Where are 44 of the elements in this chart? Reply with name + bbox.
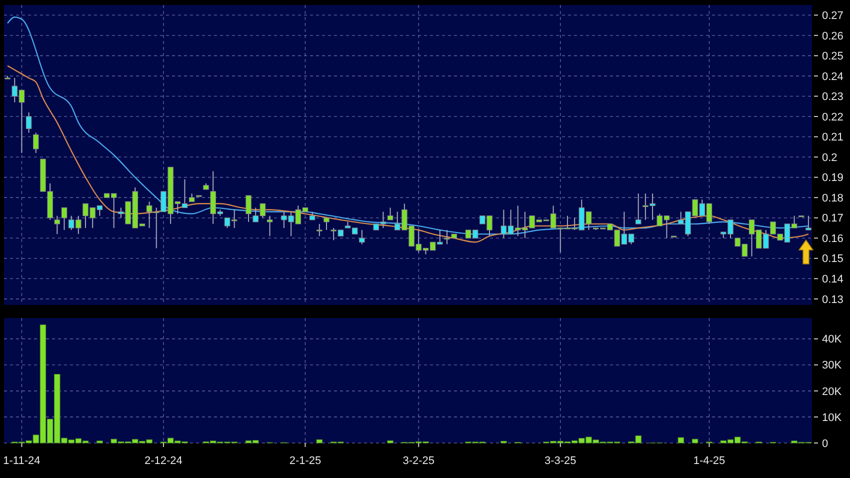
y-tick-label: 40K [822,334,842,346]
y-tick-label: 0 [822,438,828,450]
x-tick-label: 3-3-25 [544,455,576,467]
candlestick [324,217,330,230]
y-tick-label: 0.26 [822,30,844,42]
y-tick-label: 0.16 [822,232,844,245]
y-tick-label: 0.22 [822,111,844,124]
candlestick [246,195,252,222]
x-tick-label: 2-1-25 [289,455,322,467]
candlestick [33,132,39,154]
line-series [6,16,810,235]
y-tick-label: 0.18 [822,192,844,204]
bar [96,440,103,444]
candlestick [61,207,68,230]
y-tick-label: 0.21 [822,132,844,144]
y-tick-label: 0.19 [822,172,844,184]
y-tick-label: 0.27 [822,10,844,22]
y-tick-label: 0.24 [822,70,844,83]
y-tick-label: 0.15 [822,253,844,266]
y-tick-label: 20K [822,386,842,398]
candlestick [636,193,642,224]
y-tick-label: 0.17 [822,212,844,225]
bar [678,437,684,444]
x-tick-label: 3-2-25 [402,455,435,467]
y-tick-label: 0.14 [822,274,844,286]
y-tick-label: 0.13 [822,294,844,306]
x-tick-label: 2-12-24 [144,455,182,467]
x-tick-label: 1-4-25 [693,455,726,467]
y-tick-label: 10K [822,412,842,424]
candlestick [359,230,365,245]
bar [316,439,322,444]
bar [387,440,394,444]
candlestick [806,215,812,230]
candlestick [26,112,32,134]
candlestick [316,223,322,237]
candlestick [387,207,394,220]
candlestick [266,215,273,237]
y-tick-label: 0.25 [822,50,844,63]
y-tick-label: 30K [822,360,842,372]
candlestick [54,215,60,235]
y-tick-label: 0.23 [822,91,844,104]
x-tick-label: 1-11-24 [3,455,40,467]
bar [692,438,698,444]
y-tick-label: 0.2 [822,152,838,164]
